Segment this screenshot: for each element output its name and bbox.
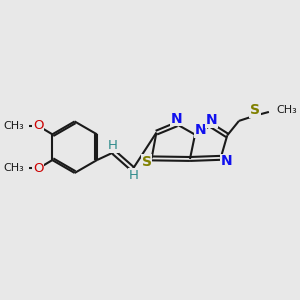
Text: H: H [129,169,139,182]
Text: CH₃: CH₃ [277,105,298,115]
Text: O: O [33,162,44,175]
Text: O: O [33,119,44,132]
Text: N: N [170,112,182,126]
Text: N: N [220,154,232,169]
Text: S: S [142,155,152,169]
Text: N: N [195,123,206,137]
Text: N: N [206,113,217,127]
Text: CH₃: CH₃ [4,121,24,131]
Text: CH₃: CH₃ [4,164,24,173]
Text: H: H [108,139,118,152]
Text: S: S [250,103,260,117]
